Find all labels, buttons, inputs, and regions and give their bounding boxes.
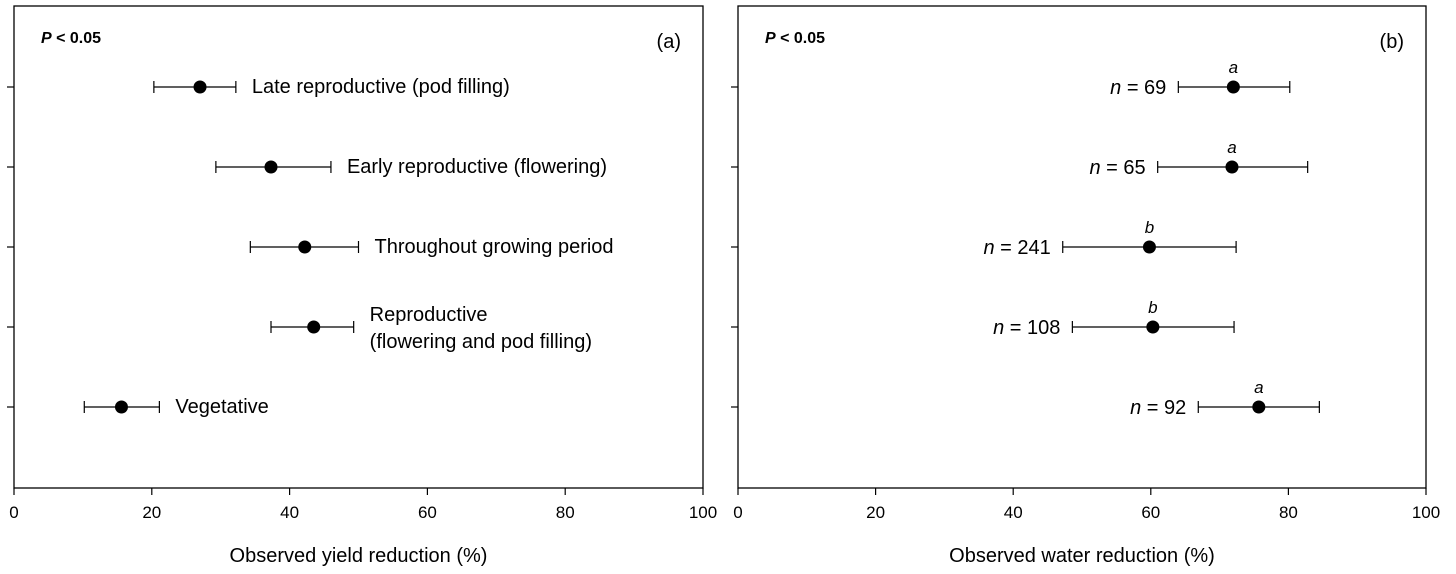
sample-size-value: = 69 bbox=[1121, 77, 1166, 99]
x-tick-label: 40 bbox=[1004, 503, 1023, 522]
point-label-line2: (flowering and pod filling) bbox=[370, 331, 592, 353]
x-tick-label: 40 bbox=[280, 503, 299, 522]
x-tick-label: 60 bbox=[418, 503, 437, 522]
sample-size-symbol: n bbox=[983, 237, 994, 259]
sample-size-symbol: n bbox=[993, 317, 1004, 339]
x-axis-title: Observed yield reduction (%) bbox=[230, 545, 488, 567]
sample-size-value: = 65 bbox=[1101, 157, 1146, 179]
data-point bbox=[114, 400, 128, 414]
sample-size-label: n = 65 bbox=[1090, 157, 1146, 179]
significance-symbol: P bbox=[765, 30, 776, 47]
data-point bbox=[307, 320, 321, 334]
sample-size-symbol: n bbox=[1130, 397, 1141, 419]
data-point bbox=[1225, 160, 1239, 174]
sample-size-label: n = 108 bbox=[993, 317, 1060, 339]
x-tick-label: 0 bbox=[733, 503, 742, 522]
x-tick-label: 20 bbox=[142, 503, 161, 522]
x-tick-label: 100 bbox=[1412, 503, 1440, 522]
panel-b: 0 20 40 60 80 100 Observed water reduction (%)… bbox=[731, 5, 1440, 567]
x-tick-label: 80 bbox=[556, 503, 575, 522]
data-point bbox=[264, 160, 278, 174]
point-label: Reproductive bbox=[370, 304, 488, 326]
sample-size-value: = 108 bbox=[1004, 317, 1060, 339]
sample-size-symbol: n bbox=[1090, 157, 1101, 179]
x-tick-label: 80 bbox=[1279, 503, 1298, 522]
x-axis-title: Observed water reduction (%) bbox=[949, 545, 1215, 567]
sample-size-label: n = 69 bbox=[1110, 77, 1166, 99]
group-letter: a bbox=[1254, 378, 1263, 397]
x-tick-label: 100 bbox=[689, 503, 717, 522]
data-point bbox=[298, 240, 312, 254]
point-label: Vegetative bbox=[175, 396, 268, 418]
sample-size-value: = 92 bbox=[1141, 397, 1186, 419]
data-point bbox=[1226, 80, 1240, 94]
x-tick-label: 0 bbox=[9, 503, 18, 522]
significance-threshold: < 0.05 bbox=[52, 30, 101, 47]
significance-threshold: < 0.05 bbox=[776, 30, 825, 47]
x-tick-label: 20 bbox=[866, 503, 885, 522]
group-letter: a bbox=[1227, 138, 1236, 157]
panel-tag: (b) bbox=[1380, 31, 1404, 53]
data-point bbox=[1252, 400, 1266, 414]
point-label: Early reproductive (flowering) bbox=[347, 156, 607, 178]
panel-tag: (a) bbox=[657, 31, 681, 53]
sample-size-label: n = 241 bbox=[983, 237, 1050, 259]
panel-a: 0 20 40 60 80 100 Observed yield reduction (%)… bbox=[7, 5, 717, 567]
sample-size-label: n = 92 bbox=[1130, 397, 1186, 419]
group-letter: b bbox=[1145, 218, 1154, 237]
point-label: Throughout growing period bbox=[375, 236, 614, 258]
point-label: Late reproductive (pod filling) bbox=[252, 76, 510, 98]
significance-label: P < 0.05 bbox=[41, 30, 101, 47]
group-letter: b bbox=[1148, 298, 1157, 317]
data-point bbox=[1142, 240, 1156, 254]
significance-symbol: P bbox=[41, 30, 52, 47]
data-point bbox=[193, 80, 207, 94]
data-point bbox=[1146, 320, 1160, 334]
sample-size-symbol: n bbox=[1110, 77, 1121, 99]
group-letter: a bbox=[1229, 58, 1238, 77]
significance-label: P < 0.05 bbox=[765, 30, 825, 47]
x-tick-label: 60 bbox=[1141, 503, 1160, 522]
sample-size-value: = 241 bbox=[995, 237, 1051, 259]
